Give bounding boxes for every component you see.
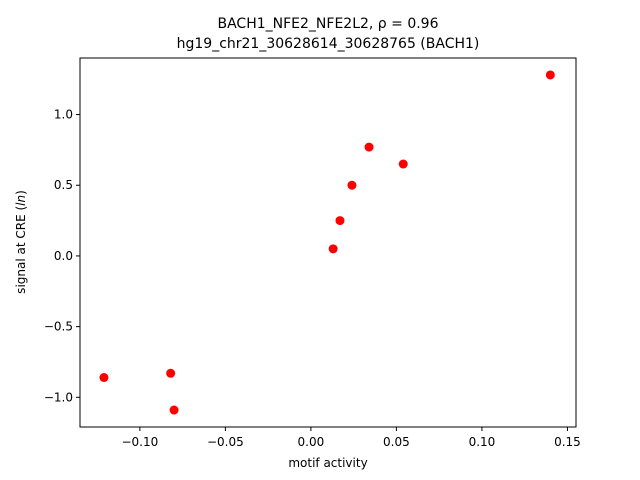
y-tick-label: 1.0 — [54, 108, 73, 122]
data-point-5 — [335, 216, 345, 226]
chart-title-line1: BACH1_NFE2_NFE2L2, ρ = 0.96 — [218, 16, 439, 32]
data-point-4 — [328, 244, 338, 254]
y-axis-ticks: −1.0 −0.5 0.0 0.5 1.0 — [44, 108, 80, 404]
data-points — [99, 70, 555, 415]
data-point-1 — [99, 373, 109, 383]
data-point-3 — [169, 405, 179, 415]
data-point-2 — [166, 368, 176, 378]
data-point-7 — [364, 142, 374, 152]
data-point-9 — [545, 70, 555, 80]
x-tick-label: 0.00 — [298, 435, 325, 449]
x-tick-label: 0.05 — [383, 435, 410, 449]
data-point-6 — [347, 180, 357, 190]
y-tick-label: −1.0 — [44, 390, 73, 404]
y-tick-label: 0.5 — [54, 178, 73, 192]
x-tick-label: −0.05 — [207, 435, 244, 449]
x-tick-label: 0.15 — [554, 435, 581, 449]
x-axis-label: motif activity — [288, 456, 367, 470]
y-axis-label: signal at CRE (ln) — [14, 190, 28, 294]
x-tick-label: 0.10 — [469, 435, 496, 449]
plot-frame — [79, 57, 577, 428]
x-tick-label: −0.10 — [121, 435, 158, 449]
data-point-8 — [398, 159, 408, 169]
chart-title-line2: hg19_chr21_30628614_30628765 (BACH1) — [177, 36, 480, 52]
x-axis-ticks: −0.10 −0.05 0.00 0.05 0.10 0.15 — [121, 427, 581, 449]
y-tick-label: 0.0 — [54, 249, 73, 263]
y-tick-label: −0.5 — [44, 320, 73, 334]
